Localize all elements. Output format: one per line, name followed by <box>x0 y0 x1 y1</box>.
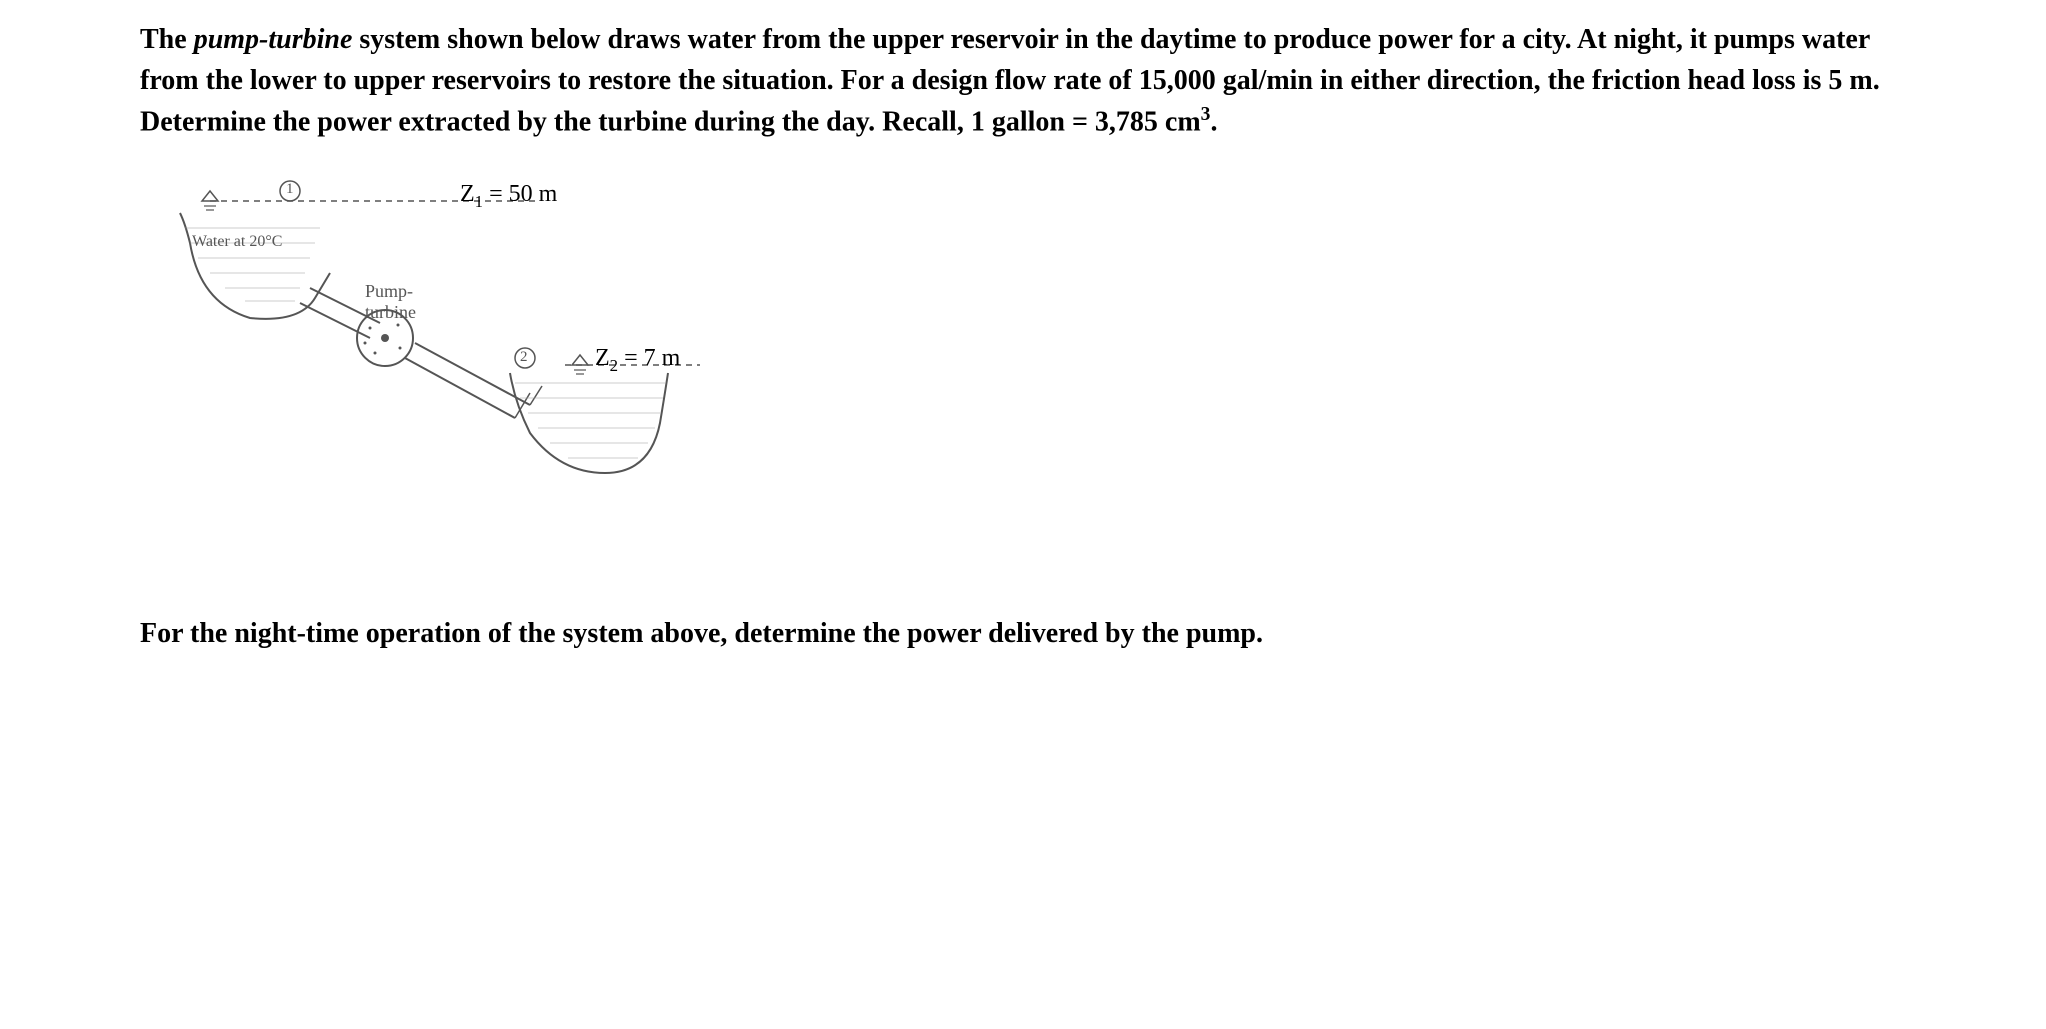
diagram-svg <box>170 173 820 493</box>
followup-question: For the night-time operation of the syst… <box>140 613 1906 655</box>
pump-turbine-diagram: Z1 = 50 m 1 Water at 20°C Pump- turbine … <box>170 173 820 493</box>
problem-text-sup: 3 <box>1201 104 1211 125</box>
z1-label: Z1 = 50 m <box>460 181 557 212</box>
pump-turbine-label: Pump- turbine <box>365 281 416 323</box>
z2-label: Z2 = 7 m <box>595 345 680 376</box>
marker-1-label: 1 <box>286 181 294 198</box>
marker-2-label: 2 <box>520 349 528 366</box>
problem-text-body: system shown below draws water from the … <box>140 24 1880 138</box>
problem-text-intro: The <box>140 24 194 55</box>
problem-statement: The pump-turbine system shown below draw… <box>140 20 1906 143</box>
water-temp-label: Water at 20°C <box>192 233 282 251</box>
problem-text-end: . <box>1210 107 1217 138</box>
problem-text-italic: pump-turbine <box>194 24 353 55</box>
